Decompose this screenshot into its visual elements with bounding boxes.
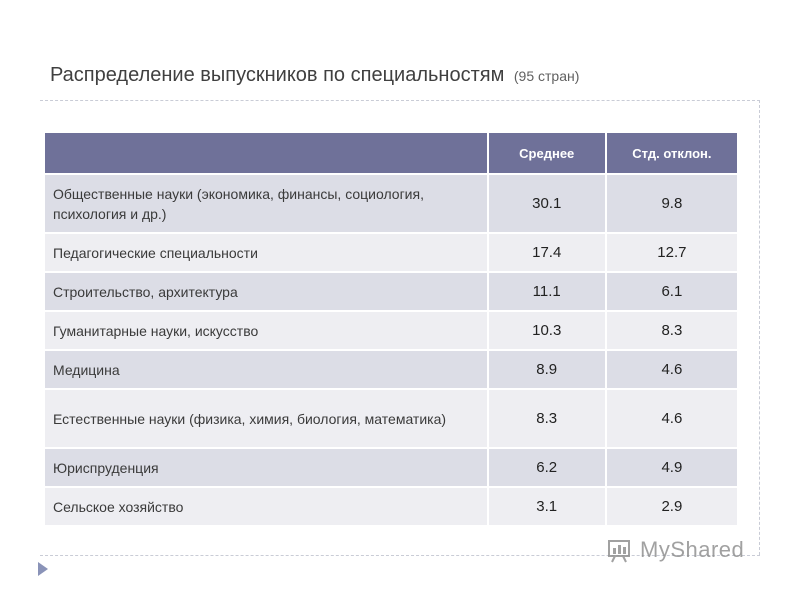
row-std: 4.9 (606, 449, 737, 486)
title-main: Распределение выпускников по специальнос… (50, 64, 505, 86)
slide-title: Распределение выпускников по специальнос… (50, 64, 770, 87)
row-std: 2.9 (606, 488, 737, 525)
row-mean: 8.3 (488, 390, 605, 447)
title-subtitle: (95 стран) (513, 68, 580, 84)
row-label: Общественные науки (экономика, финансы, … (45, 175, 487, 232)
row-std: 4.6 (606, 351, 737, 388)
row-label: Сельское хозяйство (45, 488, 487, 525)
header-category (45, 133, 487, 173)
row-std: 9.8 (606, 175, 737, 232)
bottom-divider (40, 555, 760, 556)
row-mean: 30.1 (488, 175, 605, 232)
table-row: Медицина 8.9 4.6 (45, 351, 737, 388)
row-std: 4.6 (606, 390, 737, 447)
myshared-logo-icon (606, 536, 634, 564)
row-label: Медицина (45, 351, 487, 388)
top-divider (40, 100, 760, 101)
row-mean: 10.3 (488, 312, 605, 349)
row-mean: 8.9 (488, 351, 605, 388)
table-row: Сельское хозяйство 3.1 2.9 (45, 488, 737, 525)
table-row: Юриспруденция 6.2 4.9 (45, 449, 737, 486)
table-row: Педагогические специальности 17.4 12.7 (45, 234, 737, 271)
row-std: 12.7 (606, 234, 737, 271)
row-mean: 17.4 (488, 234, 605, 271)
table-row: Гуманитарные науки, искусство 10.3 8.3 (45, 312, 737, 349)
row-mean: 3.1 (488, 488, 605, 525)
watermark: MyShared (606, 536, 744, 564)
watermark-text: MyShared (640, 537, 745, 562)
row-std: 8.3 (606, 312, 737, 349)
graduates-table: Среднее Стд. отклон. Общественные науки … (43, 131, 739, 527)
row-label: Естественные науки (физика, химия, биоло… (45, 390, 487, 447)
row-mean: 11.1 (488, 273, 605, 310)
header-mean: Среднее (488, 133, 605, 173)
table-row: Естественные науки (физика, химия, биоло… (45, 390, 737, 447)
header-std: Стд. отклон. (606, 133, 737, 173)
table-row: Строительство, архитектура 11.1 6.1 (45, 273, 737, 310)
slide-arrow-icon (38, 562, 48, 576)
table-header-row: Среднее Стд. отклон. (45, 133, 737, 173)
right-divider (759, 100, 760, 555)
table-row: Общественные науки (экономика, финансы, … (45, 175, 737, 232)
row-std: 6.1 (606, 273, 737, 310)
row-label: Гуманитарные науки, искусство (45, 312, 487, 349)
row-label: Юриспруденция (45, 449, 487, 486)
row-label: Педагогические специальности (45, 234, 487, 271)
row-mean: 6.2 (488, 449, 605, 486)
row-label: Строительство, архитектура (45, 273, 487, 310)
